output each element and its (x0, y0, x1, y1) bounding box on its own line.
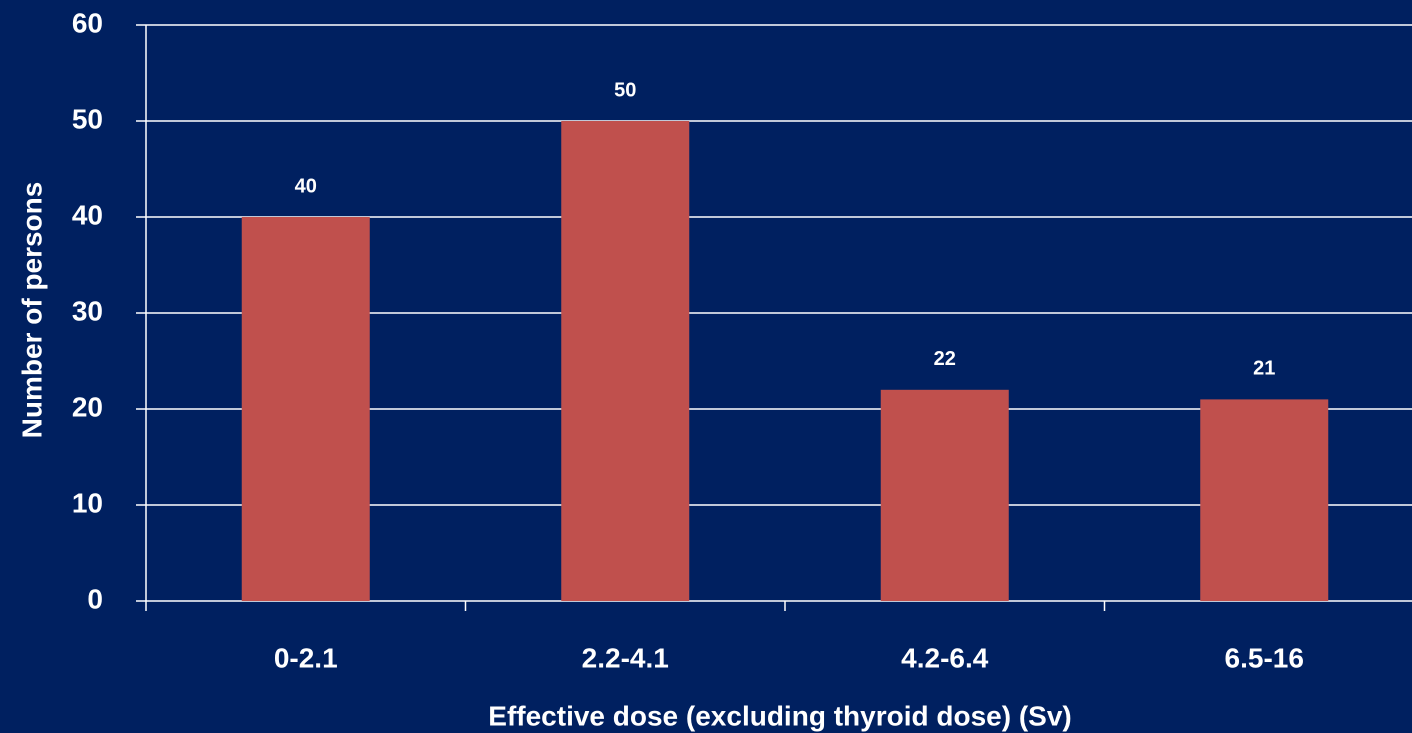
y-tick-label: 60 (72, 7, 103, 38)
data-label: 40 (295, 175, 317, 197)
data-label: 21 (1253, 358, 1275, 380)
x-axis-title: Effective dose (excluding thyroid dose) … (488, 700, 1071, 731)
x-tick-label: 6.5-16 (1225, 642, 1304, 673)
data-label: 50 (614, 79, 636, 101)
y-axis-title: Number of persons (16, 182, 47, 439)
y-tick-label: 20 (72, 391, 103, 422)
y-tick-label: 40 (72, 199, 103, 230)
x-tick-label: 4.2-6.4 (901, 642, 989, 673)
y-tick-label: 10 (72, 487, 103, 518)
bar (561, 121, 690, 601)
x-tick-label: 0-2.1 (274, 642, 338, 673)
x-tick-label: 2.2-4.1 (582, 642, 669, 673)
bar (880, 389, 1009, 601)
bar (241, 217, 370, 601)
bar (1200, 399, 1329, 601)
y-tick-label: 50 (72, 103, 103, 134)
y-tick-label: 0 (87, 583, 103, 614)
y-tick-label: 30 (72, 295, 103, 326)
data-label: 22 (934, 348, 956, 370)
